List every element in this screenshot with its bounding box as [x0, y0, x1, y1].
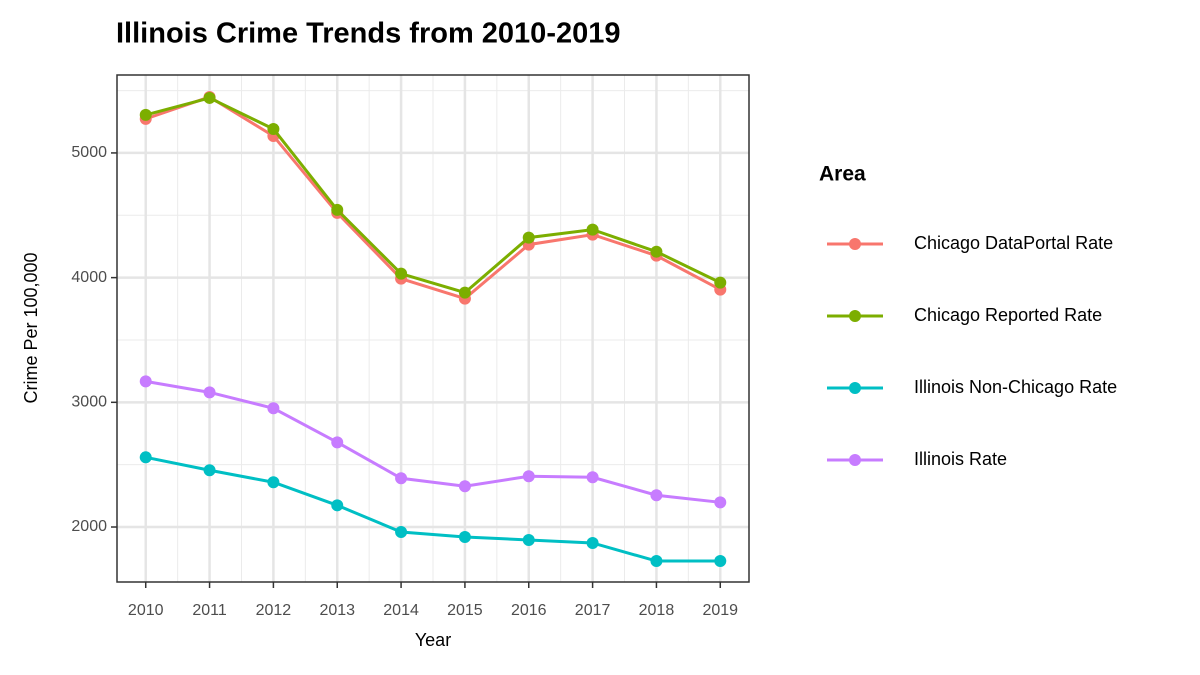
y-tick-label: 3000 [71, 394, 107, 411]
x-tick-label: 2016 [511, 602, 547, 619]
data-point [714, 496, 727, 509]
data-point [267, 402, 280, 415]
data-point [586, 223, 599, 236]
x-tick-label: 2015 [447, 602, 483, 619]
y-tick-label: 4000 [71, 269, 107, 286]
series-line [145, 379, 721, 504]
x-tick-label: 2014 [383, 602, 419, 619]
legend-key-point [849, 310, 861, 322]
data-point [203, 464, 216, 477]
legend-key-point [849, 382, 861, 394]
series-line [145, 455, 721, 563]
x-tick-label: 2011 [192, 602, 227, 619]
data-point [650, 245, 663, 258]
data-point [650, 489, 663, 502]
x-axis-label: Year [415, 630, 451, 650]
x-tick-label: 2012 [256, 602, 292, 619]
legend-key-point [849, 454, 861, 466]
x-tick-label: 2019 [702, 602, 738, 619]
chart-title: Illinois Crime Trends from 2010-2019 [116, 18, 620, 50]
data-point [458, 286, 471, 299]
legend-title: Area [819, 163, 866, 186]
data-point [650, 555, 663, 568]
data-point [267, 476, 280, 489]
panel-border [116, 74, 750, 583]
data-point [395, 267, 408, 280]
data-point [395, 525, 408, 538]
data-point [267, 122, 280, 135]
legend-label: Illinois Non-Chicago Rate [914, 377, 1117, 397]
series-line [145, 95, 721, 301]
data-point [139, 451, 152, 464]
data-point [458, 480, 471, 493]
x-tick-label: 2010 [128, 602, 164, 619]
data-point [331, 436, 344, 449]
series-line [145, 96, 721, 295]
data-point [714, 276, 727, 289]
data-point [395, 472, 408, 485]
legend-label: Illinois Rate [914, 449, 1007, 469]
data-point [586, 536, 599, 549]
legend-label: Chicago Reported Rate [914, 305, 1102, 325]
data-point [331, 203, 344, 216]
data-point [203, 386, 216, 399]
data-point [586, 471, 599, 484]
data-point [458, 530, 471, 543]
y-axis-label: Crime Per 100,000 [21, 252, 41, 403]
data-point [522, 231, 535, 244]
x-tick-label: 2013 [319, 602, 355, 619]
data-point [522, 533, 535, 546]
legend-key-point [849, 238, 861, 250]
data-point [139, 108, 152, 121]
data-point [331, 499, 344, 512]
x-tick-label: 2017 [575, 602, 611, 619]
y-tick-label: 2000 [71, 518, 107, 535]
legend-label: Chicago DataPortal Rate [914, 233, 1113, 253]
data-point [522, 470, 535, 483]
data-point [139, 375, 152, 388]
x-tick-label: 2018 [639, 602, 675, 619]
data-point [714, 555, 727, 568]
data-point [203, 91, 216, 104]
y-tick-label: 5000 [71, 144, 107, 161]
